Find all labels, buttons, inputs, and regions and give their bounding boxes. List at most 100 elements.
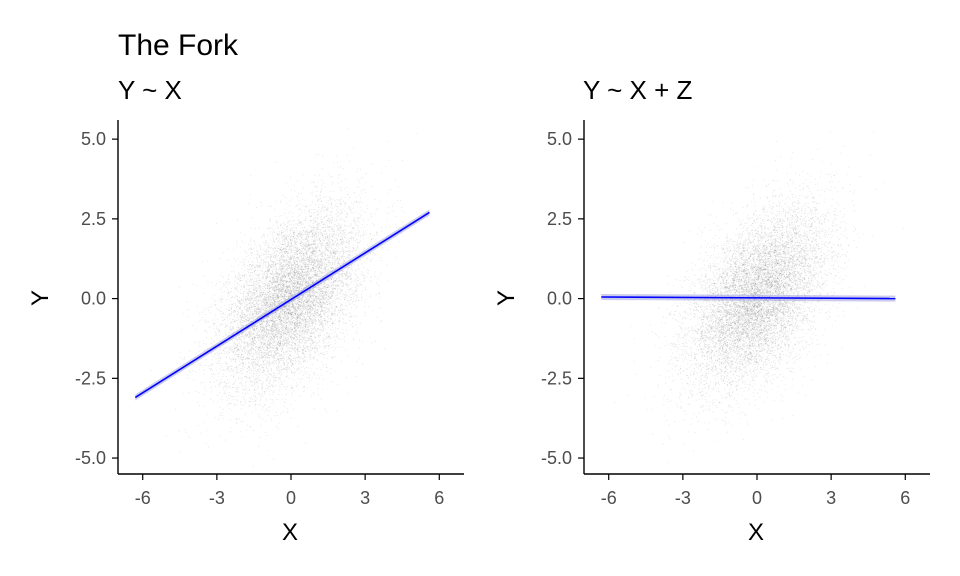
- scatter-point: [318, 263, 320, 265]
- scatter-point: [259, 323, 261, 325]
- scatter-point: [328, 173, 330, 176]
- scatter-point: [348, 232, 350, 235]
- scatter-point: [273, 340, 276, 342]
- scatter-point: [234, 287, 236, 289]
- scatter-point: [263, 348, 265, 350]
- scatter-point: [312, 223, 314, 225]
- scatter-point: [327, 317, 329, 319]
- scatter-point: [286, 343, 288, 345]
- scatter-point: [328, 226, 330, 228]
- scatter-point: [353, 240, 355, 242]
- scatter-point: [298, 345, 300, 347]
- scatter-point: [333, 337, 335, 339]
- scatter-point: [303, 391, 305, 393]
- scatter-point: [244, 250, 246, 252]
- scatter-point: [293, 245, 295, 247]
- scatter-point: [289, 332, 291, 335]
- scatter-point: [270, 332, 272, 334]
- scatter-point: [364, 192, 366, 194]
- scatter-point: [227, 354, 229, 356]
- scatter-point: [353, 292, 355, 295]
- scatter-point: [337, 321, 339, 323]
- scatter-point: [354, 221, 357, 223]
- scatter-point: [229, 345, 231, 347]
- scatter-point: [256, 355, 258, 357]
- scatter-point: [324, 260, 326, 262]
- scatter-point: [342, 294, 344, 296]
- scatter-point: [260, 247, 262, 249]
- scatter-point: [203, 373, 205, 376]
- scatter-point: [268, 365, 270, 367]
- scatter-point: [293, 241, 296, 243]
- scatter-point: [265, 398, 267, 400]
- scatter-point: [330, 244, 332, 246]
- scatter-point: [311, 243, 313, 245]
- scatter-point: [339, 252, 341, 254]
- scatter-point: [320, 261, 322, 263]
- scatter-point: [338, 298, 340, 300]
- scatter-point: [335, 371, 337, 373]
- scatter-point: [293, 184, 295, 186]
- scatter-point: [288, 242, 290, 244]
- scatter-point: [296, 347, 298, 349]
- scatter-point: [267, 271, 269, 273]
- scatter-point: [204, 275, 206, 277]
- scatter-point: [295, 276, 298, 278]
- scatter-point: [233, 342, 235, 344]
- scatter-point: [270, 389, 273, 391]
- scatter-point: [335, 266, 337, 268]
- scatter-point: [314, 340, 316, 342]
- scatter-point: [250, 379, 252, 381]
- scatter-point: [218, 383, 220, 385]
- scatter-point: [297, 321, 299, 323]
- scatter-point: [342, 318, 344, 320]
- scatter-point: [362, 231, 364, 233]
- scatter-point: [267, 286, 269, 288]
- scatter-point: [327, 291, 329, 293]
- scatter-point: [336, 161, 338, 163]
- scatter-point: [315, 267, 317, 269]
- scatter-point: [236, 322, 239, 325]
- scatter-point: [217, 333, 219, 335]
- scatter-point: [356, 246, 358, 248]
- scatter-point: [317, 218, 319, 220]
- scatter-point: [281, 316, 283, 318]
- scatter-point: [305, 328, 307, 330]
- scatter-point: [346, 295, 348, 297]
- scatter-point: [239, 246, 241, 248]
- scatter-point: [322, 378, 324, 380]
- scatter-point: [297, 253, 299, 255]
- scatter-point: [238, 318, 240, 321]
- scatter-point: [205, 390, 207, 392]
- scatter-point: [197, 425, 199, 427]
- scatter-point: [281, 236, 283, 238]
- scatter-point: [326, 224, 329, 226]
- scatter-point: [370, 260, 372, 263]
- scatter-point: [275, 351, 277, 353]
- scatter-point: [238, 264, 240, 266]
- scatter-point: [278, 281, 280, 283]
- scatter-point: [301, 328, 303, 330]
- scatter-point: [263, 263, 265, 265]
- scatter-point: [235, 304, 237, 306]
- scatter-point: [233, 343, 235, 345]
- scatter-point: [321, 196, 323, 198]
- scatter-point: [351, 280, 353, 282]
- scatter-point: [223, 348, 225, 350]
- scatter-point: [350, 230, 352, 233]
- scatter-point: [261, 290, 263, 292]
- scatter-point: [287, 294, 290, 296]
- scatter-point: [317, 245, 319, 247]
- scatter-point: [339, 189, 341, 191]
- scatter-point: [249, 311, 251, 313]
- scatter-point: [325, 300, 327, 302]
- scatter-point: [378, 275, 380, 277]
- scatter-point: [222, 252, 224, 254]
- scatter-point: [206, 413, 208, 415]
- scatter-point: [280, 285, 282, 287]
- scatter-point: [189, 371, 191, 373]
- scatter-point: [262, 405, 264, 408]
- scatter-point: [322, 294, 324, 296]
- scatter-point: [226, 363, 228, 365]
- scatter-point: [336, 155, 338, 157]
